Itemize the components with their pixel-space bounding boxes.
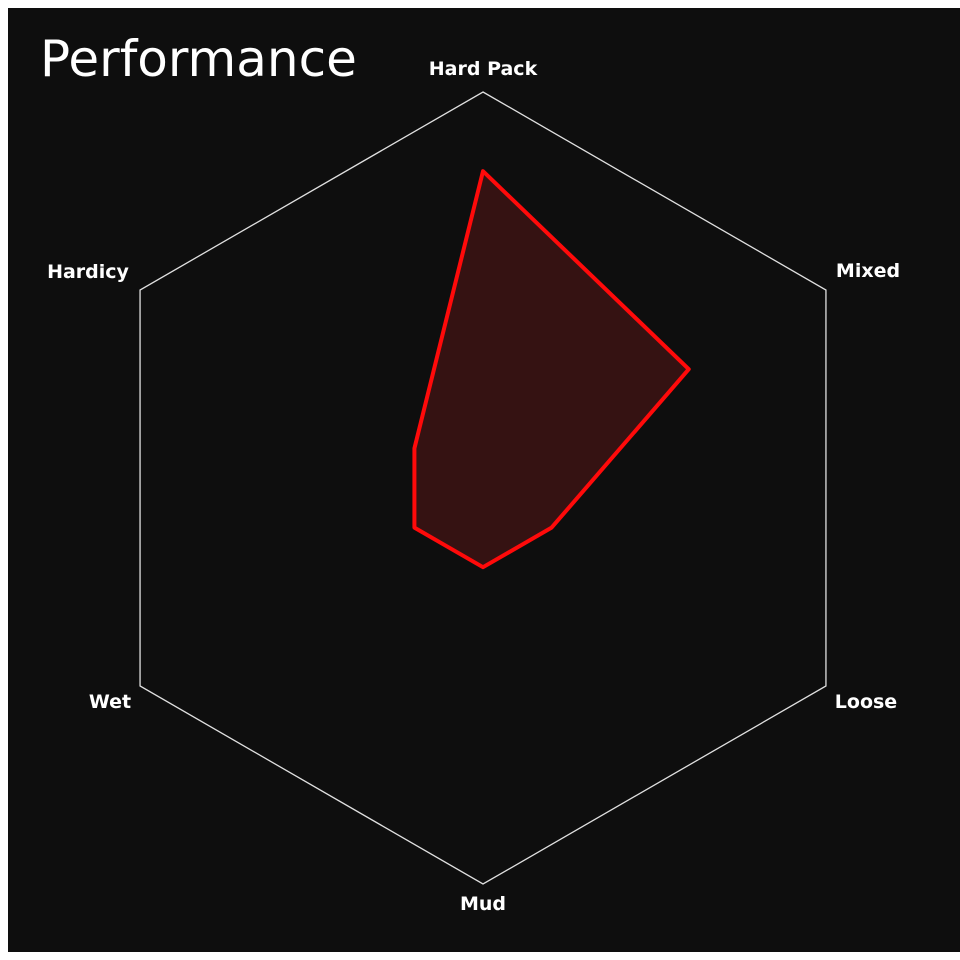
chart-title: Performance <box>40 30 357 88</box>
axis-label-wet: Wet <box>89 691 131 713</box>
axis-label-mixed: Mixed <box>836 260 900 282</box>
axis-label-loose: Loose <box>835 691 897 713</box>
grid-hexagon <box>139 91 827 885</box>
series-polygon <box>412 169 691 570</box>
axis-label-hard-pack: Hard Pack <box>429 58 538 80</box>
axis-label-hardicy: Hardicy <box>47 261 129 283</box>
axis-label-mud: Mud <box>460 893 506 915</box>
